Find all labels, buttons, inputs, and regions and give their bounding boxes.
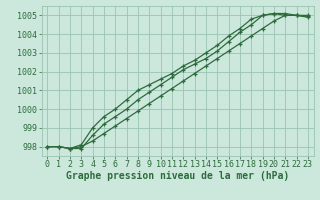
X-axis label: Graphe pression niveau de la mer (hPa): Graphe pression niveau de la mer (hPa) <box>66 171 289 181</box>
